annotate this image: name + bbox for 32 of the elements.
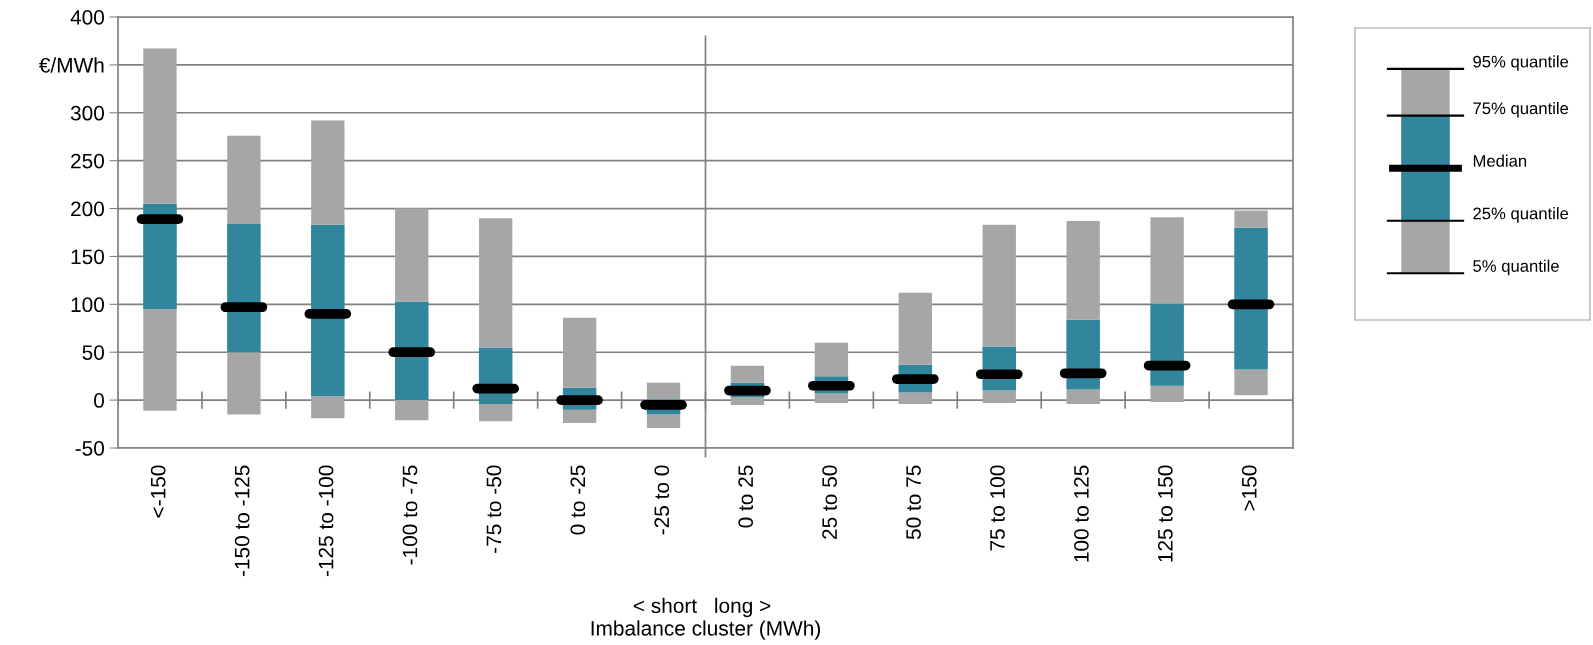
y-tick-label: 150 [71, 249, 104, 265]
x-tick-label: -100 to -75 [402, 465, 418, 565]
y-tick-label: 400 [70, 10, 104, 25]
x-tick-label: 125 to 150 [1157, 465, 1173, 562]
text: 95% quantile [1473, 55, 1569, 71]
y-tick-label: 250 [71, 153, 104, 169]
x-tick-label: 100 to 125 [1074, 465, 1089, 562]
x-axis-title: Imbalance cluster (MWh) [591, 620, 820, 640]
text: < short [633, 597, 697, 614]
x-tick-label: -125 to -100 [318, 465, 334, 577]
x-tick-label: >150 [1241, 465, 1257, 511]
y-tick-label: 100 [71, 297, 104, 313]
x-tick-label: 50 to 75 [906, 465, 921, 540]
y-tick-label: 50 [82, 345, 104, 360]
x-tick-label: -75 to -50 [486, 465, 502, 553]
y-tick-label: 200 [71, 201, 104, 217]
text: long > [715, 597, 771, 618]
x-tick-label: 25 to 50 [822, 465, 837, 539]
y-tick-label: 0 [94, 393, 104, 408]
y-tick-label: €/MWh [38, 57, 104, 73]
text: 25% quantile [1473, 207, 1569, 223]
y-tick-label: 300 [70, 105, 104, 121]
y-tick-label: -50 [75, 441, 104, 456]
x-tick-label: 75 to 100 [990, 465, 1005, 551]
text: Median [1473, 154, 1527, 167]
text: 75% quantile [1473, 101, 1569, 118]
x-tick-label: <-150 [150, 465, 166, 518]
x-tick-label: 0 to 25 [738, 465, 754, 528]
x-tick-label: 0 to -25 [570, 465, 586, 535]
text: 5% quantile [1473, 259, 1559, 276]
x-tick-label: -150 to -125 [234, 465, 250, 577]
x-tick-label: -25 to 0 [654, 465, 670, 535]
